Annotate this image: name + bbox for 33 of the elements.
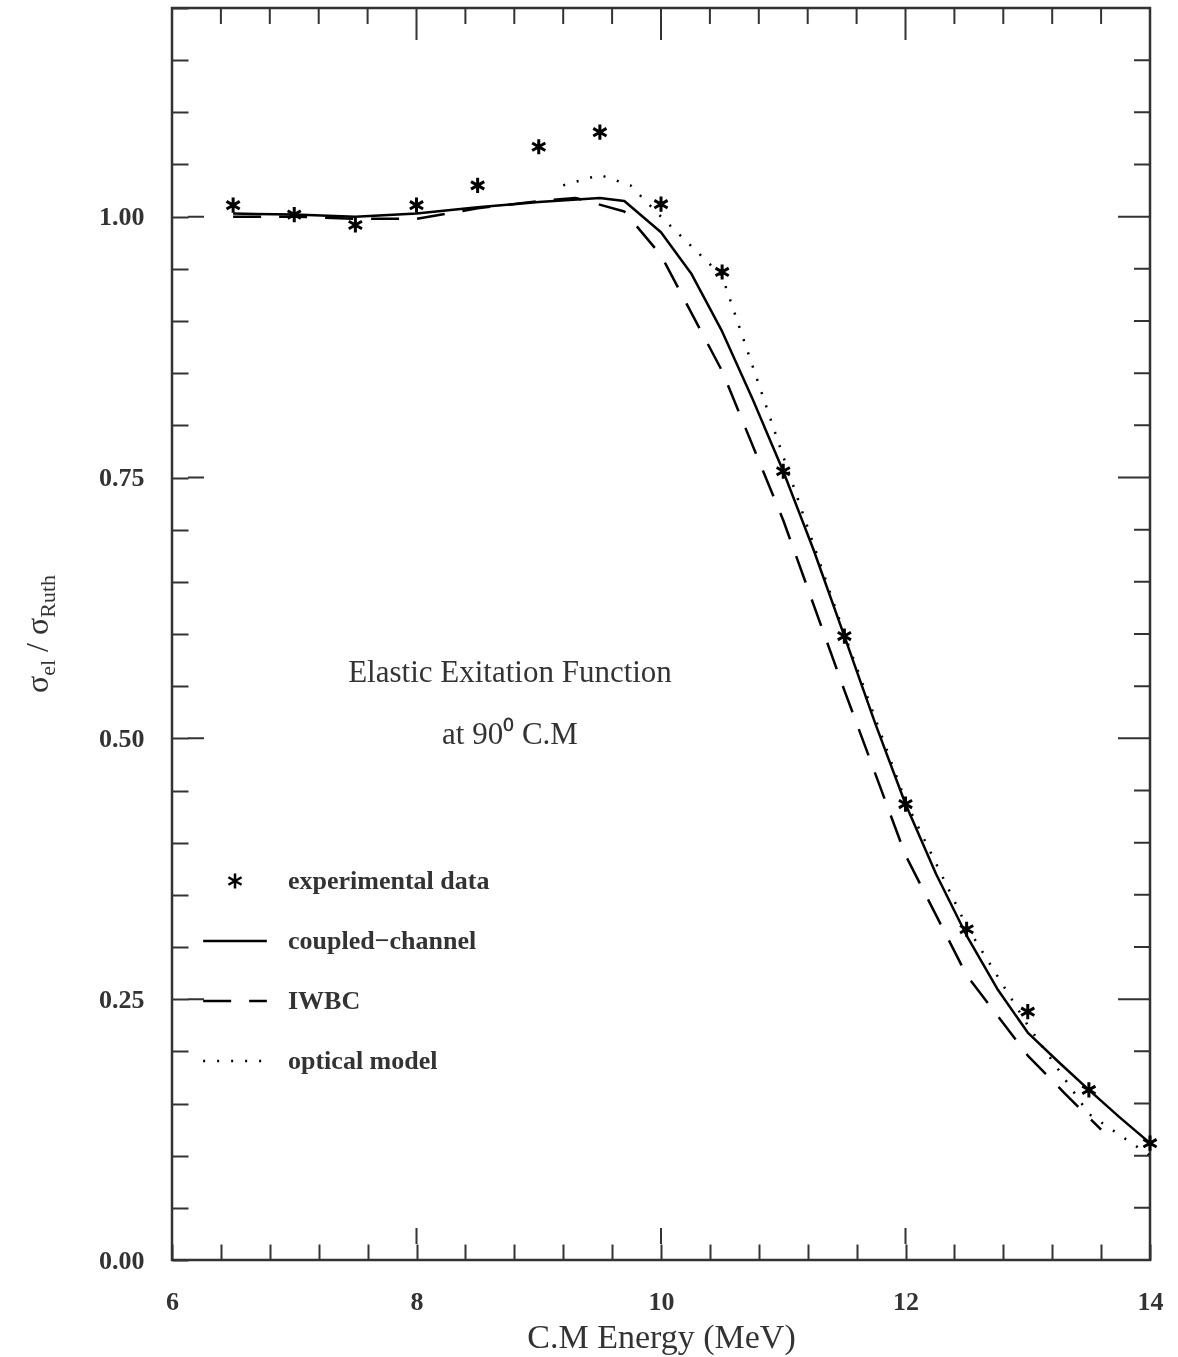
point bbox=[836, 627, 853, 646]
point bbox=[714, 262, 731, 282]
point bbox=[347, 215, 364, 235]
point bbox=[1141, 1134, 1159, 1153]
legend-label: optical model bbox=[288, 1046, 438, 1075]
y-tick-label: 0.50 bbox=[99, 723, 145, 753]
x-tick-label: 10 bbox=[648, 1286, 675, 1316]
x-tick-label: 14 bbox=[1137, 1286, 1164, 1316]
y-tick-label: 0.25 bbox=[99, 984, 145, 1014]
x-tick-label: 8 bbox=[410, 1286, 424, 1316]
text: Elastic Exitation Function bbox=[348, 654, 673, 689]
point bbox=[469, 176, 486, 195]
point bbox=[408, 196, 425, 215]
point bbox=[530, 137, 547, 156]
x-tick-label: 6 bbox=[166, 1286, 179, 1316]
x-tick-label: 12 bbox=[893, 1286, 919, 1316]
point bbox=[775, 462, 792, 481]
legend-label: experimental data bbox=[288, 866, 490, 895]
point bbox=[958, 920, 975, 939]
point bbox=[1019, 1002, 1036, 1021]
y-tick-label: 0.75 bbox=[99, 463, 145, 492]
point bbox=[897, 794, 914, 814]
legend-label: IWBC bbox=[288, 986, 361, 1015]
text: at 90⁰ C.M bbox=[442, 716, 578, 751]
x-axis-title: C.M Energy (MeV) bbox=[527, 1317, 796, 1356]
point bbox=[652, 195, 670, 214]
legend-label: coupled−channel bbox=[288, 926, 477, 955]
y-tick-label: 1.00 bbox=[99, 202, 145, 232]
y-tick-label: 0.00 bbox=[99, 1245, 145, 1275]
point bbox=[1080, 1080, 1097, 1100]
point bbox=[286, 205, 303, 224]
point bbox=[591, 123, 608, 142]
point bbox=[225, 196, 242, 215]
